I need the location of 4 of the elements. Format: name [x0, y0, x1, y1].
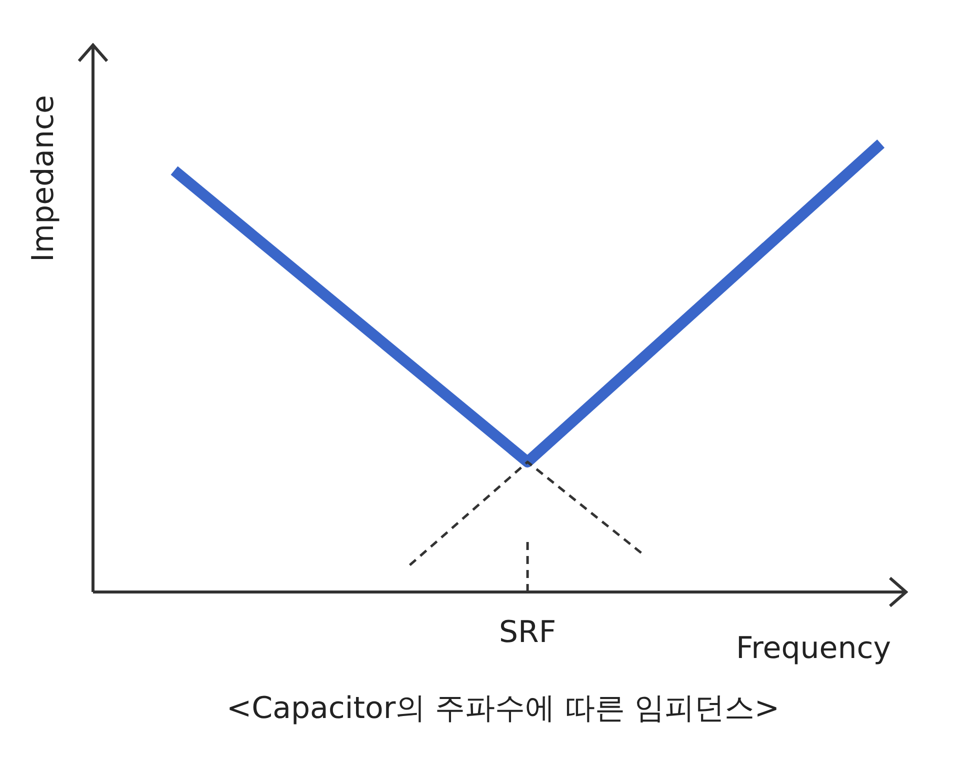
text: <Capacitor의 주파수에 따른 임피던스>: [226, 690, 780, 728]
text: SRF: [498, 615, 556, 650]
x-axis-title: Frequency: [736, 631, 891, 666]
y-axis-title: Impedance: [26, 95, 61, 262]
